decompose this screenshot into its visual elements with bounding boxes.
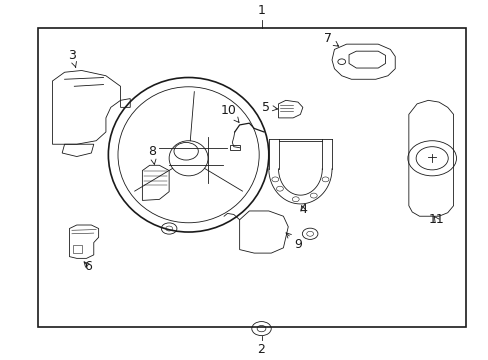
Text: 6: 6 bbox=[84, 260, 92, 273]
Text: 4: 4 bbox=[298, 203, 306, 216]
Text: 2: 2 bbox=[257, 343, 265, 356]
Text: 1: 1 bbox=[257, 4, 265, 17]
Text: 8: 8 bbox=[148, 145, 156, 165]
Text: 5: 5 bbox=[262, 101, 277, 114]
Text: 9: 9 bbox=[285, 233, 301, 251]
Text: 7: 7 bbox=[324, 32, 338, 46]
Text: 11: 11 bbox=[428, 213, 444, 226]
Text: 3: 3 bbox=[68, 49, 76, 67]
Text: 10: 10 bbox=[221, 104, 239, 122]
